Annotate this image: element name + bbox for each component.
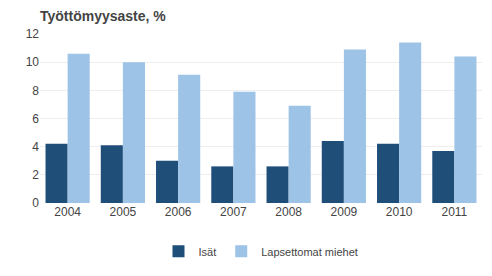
svg-text:6: 6 (32, 112, 39, 126)
svg-text:2008: 2008 (275, 205, 302, 219)
svg-text:0: 0 (32, 196, 39, 210)
svg-text:Työttömyysaste, %: Työttömyysaste, % (40, 8, 166, 24)
svg-text:12: 12 (26, 27, 40, 41)
svg-text:8: 8 (32, 84, 39, 98)
svg-text:Lapsettomat miehet: Lapsettomat miehet (261, 246, 358, 258)
svg-text:2006: 2006 (165, 205, 192, 219)
svg-text:2007: 2007 (220, 205, 247, 219)
svg-text:2005: 2005 (110, 205, 137, 219)
svg-text:2011: 2011 (441, 205, 467, 219)
svg-text:2: 2 (32, 168, 39, 182)
svg-text:2009: 2009 (331, 205, 358, 219)
svg-text:4: 4 (32, 140, 39, 154)
svg-text:Isät: Isät (199, 246, 217, 258)
svg-text:10: 10 (26, 55, 40, 69)
svg-text:2010: 2010 (386, 205, 413, 219)
svg-text:2004: 2004 (54, 205, 81, 219)
